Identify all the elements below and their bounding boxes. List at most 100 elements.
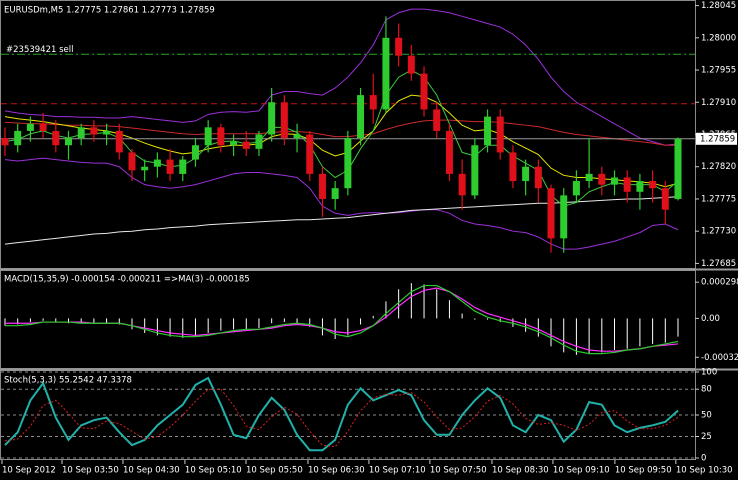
candle-body xyxy=(318,173,326,199)
candle-body xyxy=(26,123,34,131)
pane-title: EURUSDm,M5 1.27775 1.27861 1.27773 1.278… xyxy=(4,6,215,16)
candle-body xyxy=(471,145,479,196)
pane-title: Stoch(5,3,3) 55.2542 47.3378 xyxy=(4,376,132,386)
candle-body xyxy=(268,102,276,135)
y-tick-label: 50 xyxy=(701,411,712,421)
candle-body xyxy=(572,181,580,196)
x-tick-label: 10 Sep 10:30 xyxy=(676,466,733,476)
candle-body xyxy=(153,159,161,167)
candle-body xyxy=(674,138,682,199)
y-tick-label: 1.27775 xyxy=(701,194,736,204)
candle-body xyxy=(230,141,238,146)
pane-separator xyxy=(0,368,738,371)
y-tick-label: 1.27910 xyxy=(701,98,736,108)
candle-body xyxy=(217,127,225,146)
y-tick-label: 0.000298 xyxy=(701,278,738,288)
indicator-line xyxy=(4,119,678,146)
candle-body xyxy=(484,116,492,146)
candle-body xyxy=(357,95,365,139)
y-tick-label: 1.28045 xyxy=(701,1,736,11)
candle-body xyxy=(331,188,339,199)
y-tick-label: 1.27955 xyxy=(701,66,736,76)
stoch-line xyxy=(4,388,679,448)
candle-body xyxy=(77,127,85,139)
x-tick-label: 10 Sep 09:10 xyxy=(553,466,610,476)
x-tick-label: 10 Sep 2012 xyxy=(2,466,56,476)
candle-body xyxy=(293,134,301,139)
candle-body xyxy=(369,95,377,110)
y-tick-label: 1.27730 xyxy=(701,227,736,237)
candle-body xyxy=(598,173,606,185)
candle-body xyxy=(179,159,187,174)
indicator-line xyxy=(4,157,679,250)
pane-separator xyxy=(0,268,738,271)
candle-body xyxy=(560,195,568,239)
candle-body xyxy=(204,127,212,146)
candle-body xyxy=(39,123,47,131)
candle-body xyxy=(103,130,111,135)
candle-body xyxy=(64,138,72,146)
candle-body xyxy=(496,116,504,153)
y-tick-label: 0.00 xyxy=(701,314,720,324)
candle-body xyxy=(14,130,22,146)
y-tick-label: 100 xyxy=(701,368,717,378)
price-tag-label: 1.27859 xyxy=(700,134,735,144)
candle-body xyxy=(407,55,415,74)
y-tick-label: 1.27685 xyxy=(701,259,736,269)
candle-body xyxy=(141,166,149,171)
y-tick-label: 25 xyxy=(701,432,712,442)
candle-body xyxy=(191,145,199,160)
candle-body xyxy=(344,138,352,189)
y-tick-label: 1.28000 xyxy=(701,33,736,43)
y-tick-label: -0.00032 xyxy=(701,353,738,363)
x-tick-label: 10 Sep 03:50 xyxy=(62,466,119,476)
x-tick-label: 10 Sep 06:30 xyxy=(308,466,365,476)
candle-body xyxy=(522,166,530,182)
candle-body xyxy=(509,152,517,182)
candle-body xyxy=(395,37,403,56)
price-tag xyxy=(696,132,737,145)
candle-body xyxy=(242,141,250,149)
candle-body xyxy=(128,152,136,171)
candle-body xyxy=(306,134,314,174)
order-label: #23539421 sell xyxy=(6,45,73,55)
candle-body xyxy=(382,37,390,110)
candle-body xyxy=(255,134,263,149)
y-tick-label: 0 xyxy=(701,454,706,464)
stoch-line xyxy=(4,376,679,452)
candle-body xyxy=(623,177,631,192)
candle-body xyxy=(115,130,123,153)
candle-body xyxy=(433,109,441,131)
candle-body xyxy=(458,173,466,196)
candle-body xyxy=(649,181,657,189)
candle-body xyxy=(661,188,669,210)
indicator-line xyxy=(4,8,679,146)
candle-body xyxy=(636,181,644,192)
x-tick-label: 10 Sep 07:10 xyxy=(369,466,426,476)
candle-body xyxy=(445,130,453,174)
macd-line xyxy=(5,284,679,355)
candle-body xyxy=(420,73,428,110)
x-tick-label: 10 Sep 08:30 xyxy=(492,466,549,476)
x-tick-label: 10 Sep 07:50 xyxy=(430,466,487,476)
x-tick-label: 10 Sep 05:10 xyxy=(185,466,242,476)
candle-body xyxy=(534,166,542,189)
candle-body xyxy=(90,127,98,135)
y-tick-label: 80 xyxy=(701,385,712,395)
x-tick-label: 10 Sep 04:30 xyxy=(123,466,180,476)
x-tick-label: 10 Sep 05:50 xyxy=(246,466,303,476)
candle-body xyxy=(280,102,288,139)
candle-body xyxy=(611,177,619,185)
candle-body xyxy=(52,130,60,146)
candle-body xyxy=(1,138,9,146)
x-tick-label: 10 Sep 09:50 xyxy=(615,466,672,476)
y-tick-label: 1.27820 xyxy=(701,162,736,172)
candle-body xyxy=(547,188,555,239)
pane-title: MACD(15,35,9) -0.000154 -0.000211 =>MA(3… xyxy=(4,275,250,285)
candle-body xyxy=(166,159,174,174)
candle-body xyxy=(585,173,593,182)
